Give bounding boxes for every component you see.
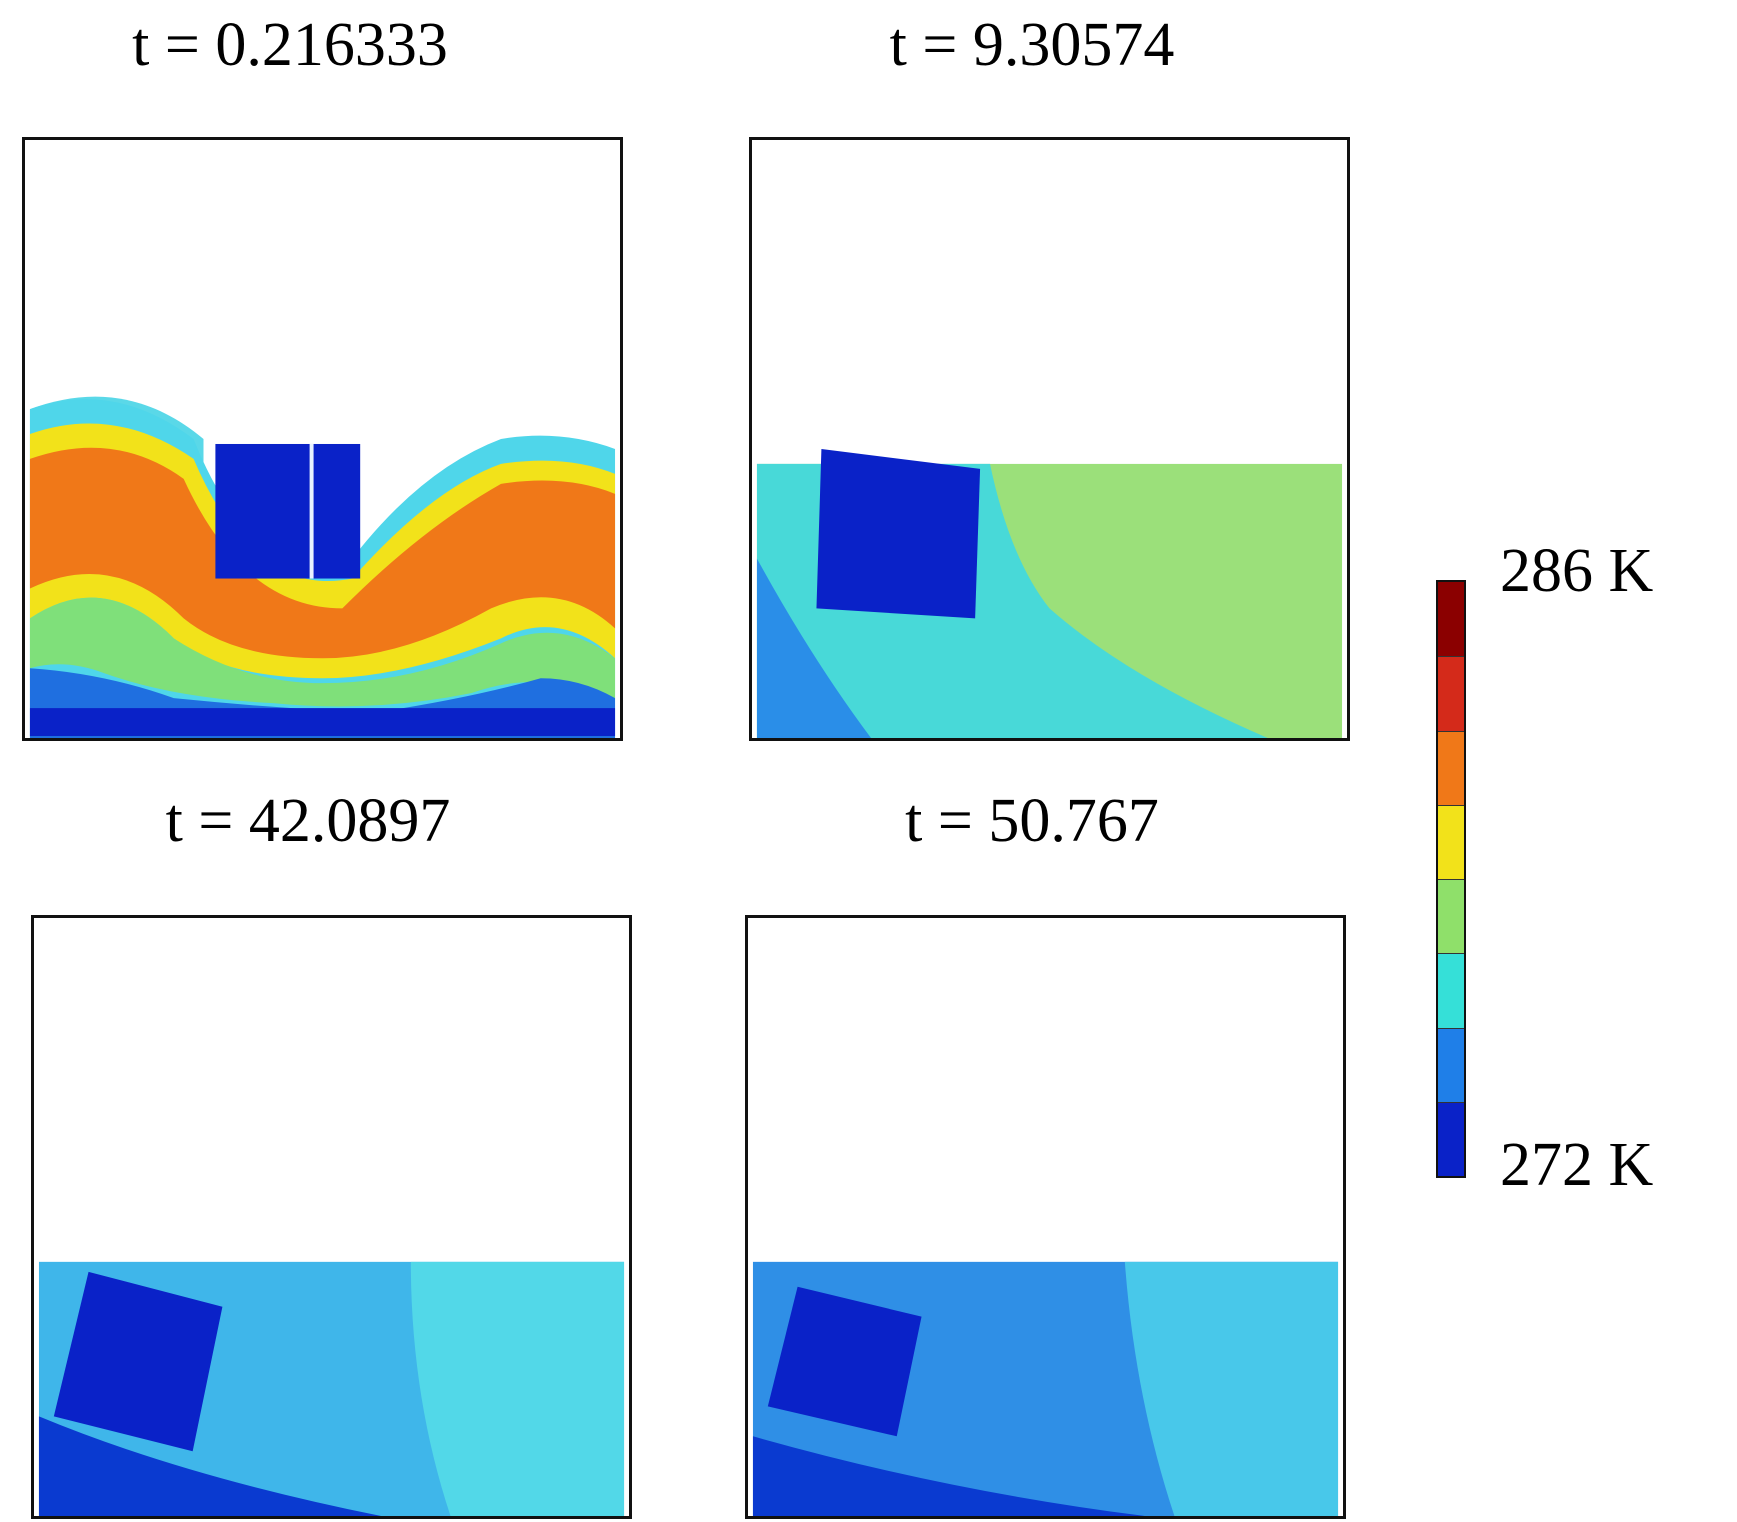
ice-block: [816, 448, 981, 619]
ice-block-seam: [309, 443, 314, 579]
panel-title-1: t = 0.216333: [132, 11, 448, 79]
cool-band-green: [29, 597, 616, 707]
temperature-field-1: [29, 396, 616, 738]
colorbar-segment: [1438, 1101, 1464, 1176]
simulation-panel-1: [22, 137, 623, 741]
cold-zone: [752, 1436, 1145, 1516]
colorbar-min-label: 272 K: [1500, 1131, 1654, 1199]
cyan-zone: [1124, 1261, 1339, 1516]
colorbar-segment: [1438, 879, 1464, 954]
panel-title-4: t = 50.767: [905, 787, 1159, 855]
ice-block: [767, 1286, 922, 1437]
colorbar-segment: [1438, 656, 1464, 731]
bottom-cold-layer: [29, 708, 616, 737]
cold-zone: [756, 558, 871, 738]
hot-band-orange: [29, 447, 616, 659]
simulation-panel-2: [749, 137, 1350, 741]
panel-title-3: t = 42.0897: [165, 787, 451, 855]
temperature-field-3: [38, 1261, 625, 1516]
colorbar-segment: [1438, 1027, 1464, 1102]
temperature-field-2: [756, 448, 1343, 738]
colorbar-max-label: 286 K: [1500, 537, 1654, 605]
colorbar: [1436, 580, 1466, 1178]
ice-block: [215, 443, 361, 579]
panel-title-2: t = 9.30574: [889, 11, 1175, 79]
ice-block: [53, 1271, 223, 1452]
colorbar-segment: [1438, 730, 1464, 805]
simulation-panel-4: [745, 915, 1346, 1519]
cold-zone: [38, 1416, 382, 1516]
simulation-panel-3: [31, 915, 632, 1519]
temperature-field-4: [752, 1261, 1339, 1516]
colorbar-segment: [1438, 953, 1464, 1028]
colorbar-segment: [1438, 804, 1464, 879]
colorbar-segment: [1438, 582, 1464, 657]
cyan-zone: [410, 1261, 625, 1516]
